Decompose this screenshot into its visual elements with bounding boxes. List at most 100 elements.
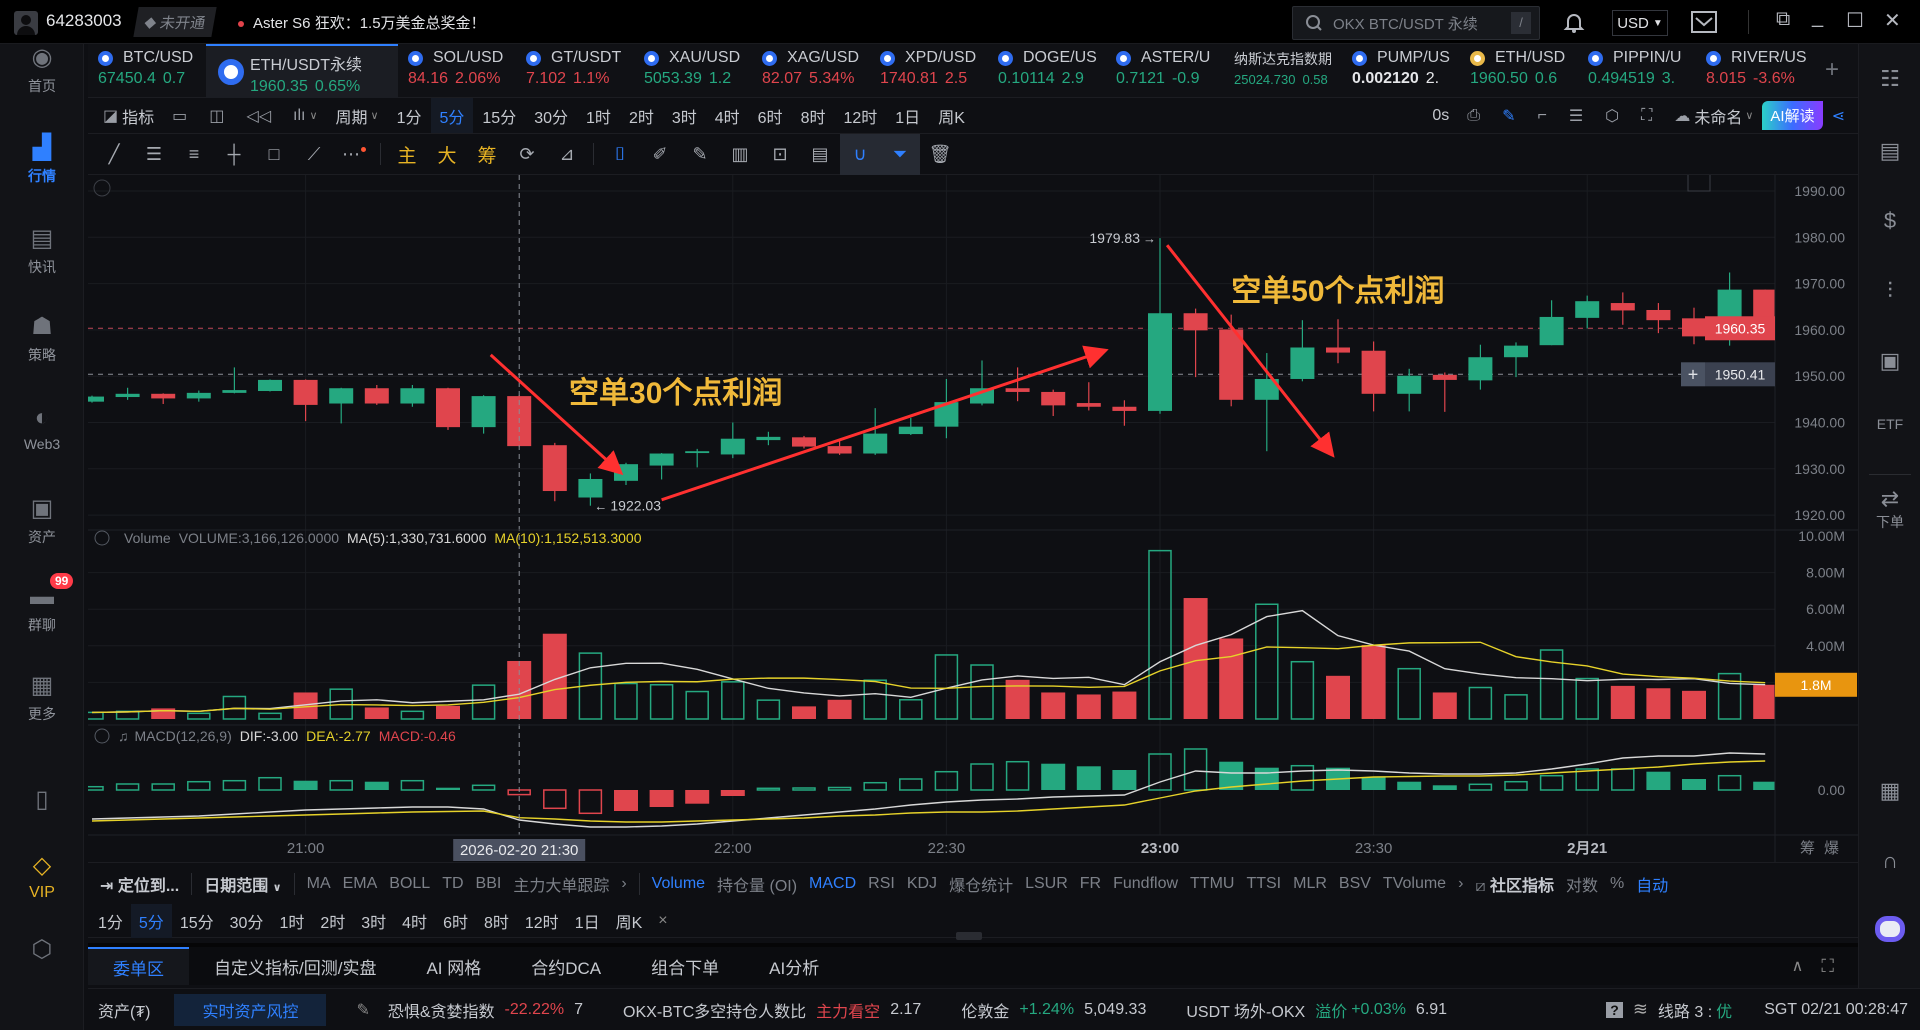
help-book-icon[interactable]: ?: [1606, 1001, 1623, 1018]
watchlist-icon[interactable]: ☷: [1880, 66, 1900, 91]
parallel-lines-tool[interactable]: ☰: [134, 134, 174, 175]
period-6时[interactable]: 6时: [757, 109, 783, 127]
period-3时[interactable]: 3时: [361, 914, 387, 932]
period-15分[interactable]: 15分: [179, 914, 214, 932]
ruler-tool[interactable]: ✐: [640, 134, 680, 175]
avatar[interactable]: [14, 11, 38, 35]
period-15分[interactable]: 15分: [482, 109, 517, 127]
period-5分[interactable]: 5分: [430, 98, 474, 133]
assets-label[interactable]: 资产(₮): [98, 1003, 151, 1021]
risk-control-button[interactable]: 实时资产风控: [174, 993, 327, 1026]
add-ticker-icon[interactable]: +: [1825, 56, 1840, 83]
ticker-tab[interactable]: XPD/USD 1740.81 2.5: [870, 44, 988, 98]
period-1分[interactable]: 1分: [396, 109, 422, 127]
sub-indicator[interactable]: RSI: [868, 874, 895, 892]
fib-tool[interactable]: ≡: [174, 134, 214, 175]
ticker-tab[interactable]: SOL/USD 84.16 2.06%: [398, 44, 516, 98]
filter-tool[interactable]: ⏷: [880, 133, 920, 175]
big-order-toggle[interactable]: 大: [437, 145, 457, 167]
signal-chart-icon[interactable]: ⫶: [1887, 278, 1893, 303]
lock-tool[interactable]: ⊡: [760, 134, 800, 175]
period-4时[interactable]: 4时: [402, 914, 428, 932]
sub-indicator[interactable]: Fundflow: [1113, 874, 1179, 892]
sidebar-item-首页[interactable]: ◉ 首页: [0, 44, 84, 96]
period-2时[interactable]: 2时: [320, 914, 346, 932]
percent-scale-toggle[interactable]: %: [1610, 874, 1625, 892]
monitor-chart-icon[interactable]: ▣: [1879, 348, 1901, 373]
bottom-tab[interactable]: AI分析: [769, 958, 820, 978]
ai-robot-icon[interactable]: [1859, 916, 1920, 948]
sub-indicator[interactable]: 持仓量 (OI): [717, 877, 798, 895]
sidebar-item-Web3[interactable]: ◐ Web3: [0, 404, 84, 452]
brush-tool[interactable]: ✎: [680, 134, 720, 175]
calendar-button[interactable]: ▭: [163, 98, 200, 133]
bottom-tab[interactable]: 合约DCA: [531, 958, 602, 978]
period-menu[interactable]: 周期 ∨: [327, 98, 388, 133]
main-indicator[interactable]: EMA: [342, 874, 378, 892]
period-1时[interactable]: 1时: [586, 109, 611, 127]
sidebar-item-行情[interactable]: ▟ 行情: [0, 134, 84, 186]
sidebar-item-资产[interactable]: ▣ 资产: [0, 495, 84, 547]
period-6时[interactable]: 6时: [443, 914, 468, 932]
sub-indicator[interactable]: Volume: [651, 874, 706, 892]
magnet-tool[interactable]: ∪: [840, 133, 880, 175]
sidebar-item-群聊[interactable]: ▬ 群聊 99: [0, 573, 84, 635]
panel-layout-icon[interactable]: ▦: [1879, 778, 1901, 803]
bookmark-tool[interactable]: ⌷: [600, 134, 640, 175]
sub-indicator[interactable]: FR: [1079, 874, 1102, 892]
orderbook-icon[interactable]: ▤: [1879, 138, 1901, 163]
sub-indicator[interactable]: TVolume: [1382, 874, 1447, 892]
maximize-icon[interactable]: ☐: [1846, 10, 1864, 32]
sub-indicator[interactable]: 爆仓统计: [949, 877, 1014, 895]
period-12时[interactable]: 12时: [524, 914, 559, 932]
ticker-tab[interactable]: ETH/USD 1960.50 0.6: [1460, 44, 1578, 98]
edit-icon[interactable]: ✎: [356, 1001, 370, 1019]
ticker-tab[interactable]: BTC/USD 67450.4 0.7: [88, 44, 206, 98]
chart-type-button[interactable]: ılı ∨: [284, 98, 327, 133]
horizontal-line-tool[interactable]: ┼: [214, 134, 254, 175]
ai-interpret-button[interactable]: AI解读: [1762, 101, 1823, 130]
period-3时[interactable]: 3时: [671, 109, 697, 127]
ticker-tab[interactable]: PIPPIN/U 0.494519 3.: [1578, 44, 1696, 98]
period-30分[interactable]: 30分: [229, 914, 264, 932]
bell-icon[interactable]: [1562, 10, 1586, 34]
rectangle-tool[interactable]: □: [254, 134, 294, 175]
ticker-tab[interactable]: ASTER/U 0.7121 -0.9: [1106, 44, 1224, 98]
scroll-right-icon[interactable]: ›: [1458, 874, 1464, 892]
draw-button[interactable]: ✎: [1493, 98, 1528, 133]
main-indicator[interactable]: TD: [442, 874, 464, 892]
headset-icon[interactable]: ∩: [1882, 848, 1898, 873]
line-label[interactable]: 线路 3 :: [1657, 1003, 1713, 1021]
ray-tool[interactable]: ⟋: [294, 134, 334, 175]
chips-toggle[interactable]: 筹: [477, 145, 497, 167]
place-order-button[interactable]: ⇄ 下单: [1859, 486, 1920, 532]
edit-tool[interactable]: ▤: [800, 134, 840, 175]
add-alert-button[interactable]: [1681, 362, 1705, 387]
popout-window-icon[interactable]: ⧉: [1776, 8, 1791, 30]
sync-tool[interactable]: ⟳: [507, 134, 547, 175]
ticker-tab[interactable]: 纳斯达克指数期 25024.730 0.58: [1224, 44, 1342, 98]
candlestick-chart[interactable]: 空单30个点利润 空单50个点利润 1990.00 1980.00 1970.00 196…: [88, 175, 1858, 862]
collapse-pane-icon[interactable]: [94, 530, 110, 546]
minimize-icon[interactable]: _: [1812, 6, 1824, 28]
list-button[interactable]: ☰: [1560, 98, 1596, 133]
layout-name-select[interactable]: ☁ 未命名 ∨: [1665, 98, 1762, 133]
currency-select[interactable]: USD ▼: [1612, 10, 1668, 36]
bell-icon[interactable]: ♫: [118, 728, 129, 744]
period-1时[interactable]: 1时: [279, 914, 305, 932]
add-window-button[interactable]: ⌐: [1528, 98, 1559, 133]
measure-tool[interactable]: ⊿: [547, 134, 587, 175]
dollar-card-icon[interactable]: $: [1883, 208, 1897, 233]
period-8时[interactable]: 8时: [800, 109, 826, 127]
sub-indicator[interactable]: MACD: [809, 874, 857, 892]
auto-scale-toggle[interactable]: 自动: [1636, 877, 1669, 895]
panel-resize-handle[interactable]: [956, 932, 982, 940]
collapse-pane-icon[interactable]: [94, 728, 110, 744]
period-1分[interactable]: 1分: [98, 914, 123, 932]
sub-indicator[interactable]: MLR: [1293, 874, 1327, 892]
period-2时[interactable]: 2时: [628, 109, 654, 127]
mail-icon[interactable]: [1690, 10, 1718, 34]
sidebar-item-VIP[interactable]: ◇ VIP: [0, 852, 84, 902]
sidebar-item-phone[interactable]: ▯: [0, 786, 84, 818]
period-1日[interactable]: 1日: [895, 109, 921, 127]
